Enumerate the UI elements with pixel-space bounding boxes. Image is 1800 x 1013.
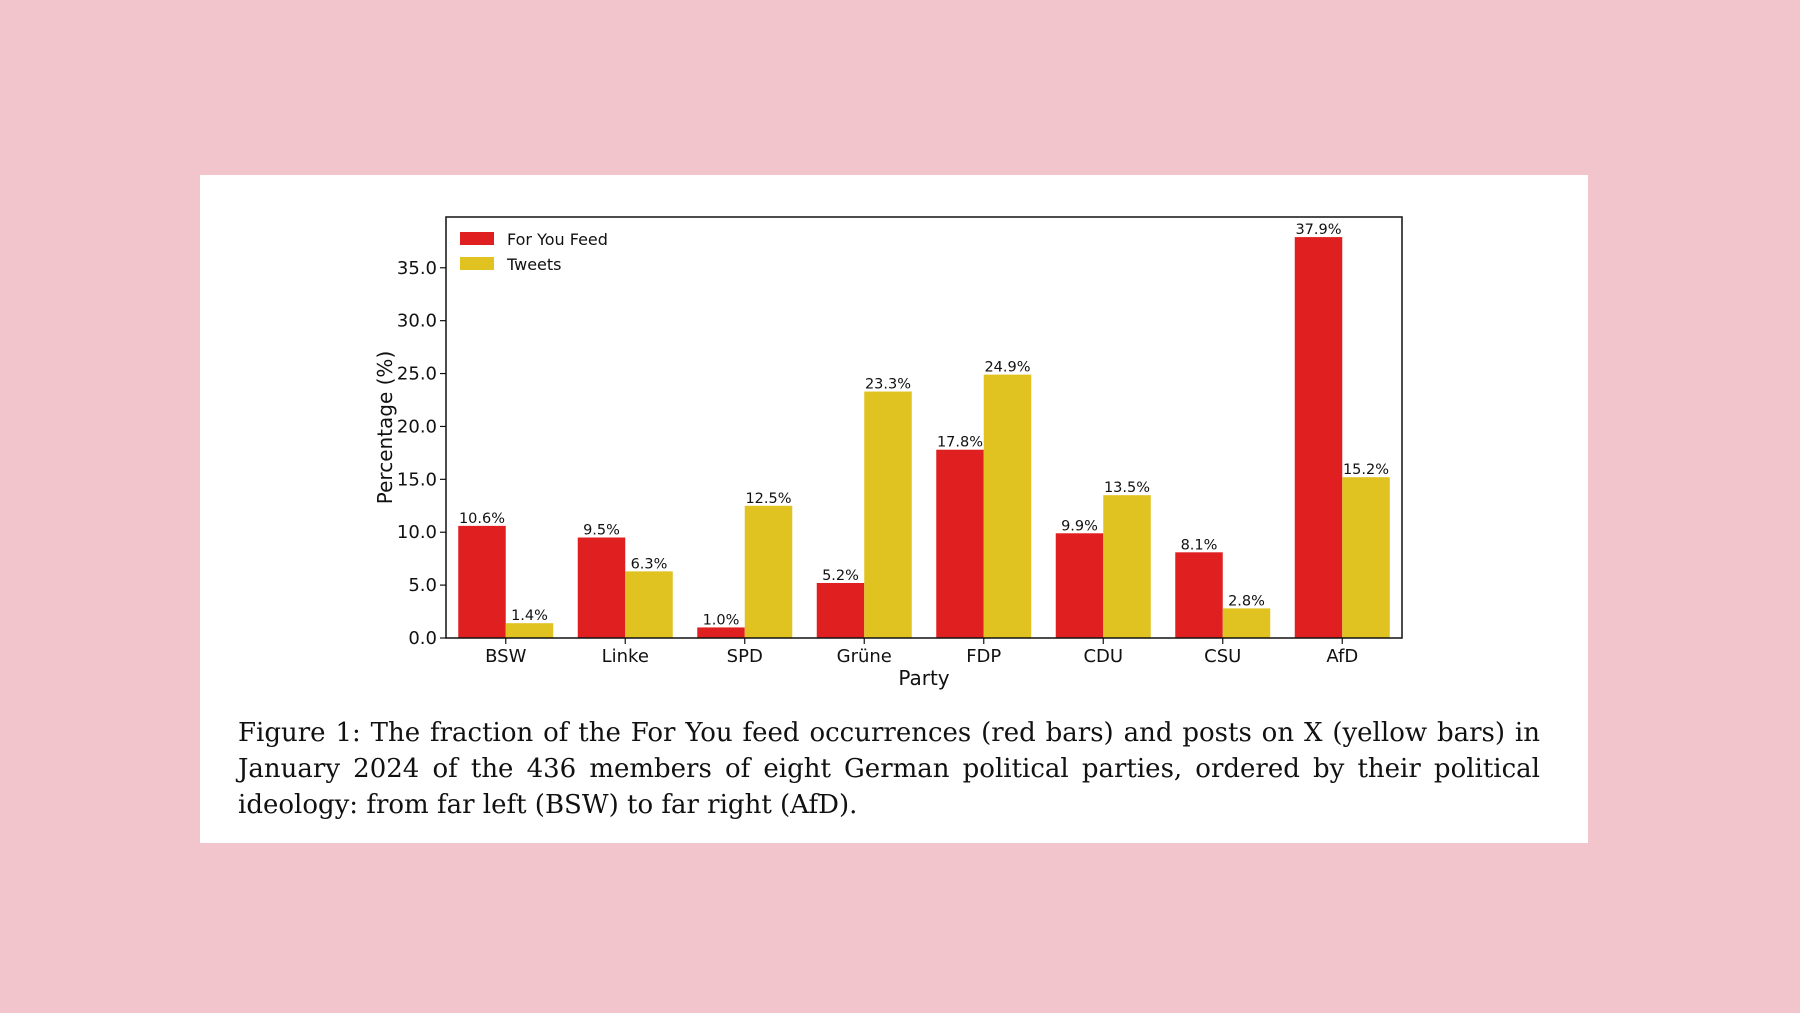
bar-value-label: 13.5% <box>1104 480 1150 496</box>
bar-value-label: 6.3% <box>631 556 668 572</box>
bar-tweets <box>625 571 673 638</box>
figure-card: 0.0 5.0 10.0 15.0 20.0 25.0 30.0 35.0 10.6% 1.4% B… <box>200 175 1588 843</box>
y-tick-label: 15.0 <box>397 469 437 490</box>
y-axis-title: Percentage (%) <box>373 351 397 504</box>
y-tick-label: 30.0 <box>397 311 437 332</box>
y-tick-label: 10.0 <box>397 522 437 543</box>
bar-for-you-feed <box>1175 552 1223 638</box>
bar-for-you-feed <box>697 627 745 638</box>
legend-swatch <box>460 232 494 245</box>
bar-chart: 0.0 5.0 10.0 15.0 20.0 25.0 30.0 35.0 10.6% 1.4% B… <box>373 216 1403 690</box>
y-tick-label: 20.0 <box>397 416 437 437</box>
bar-tweets <box>1103 495 1151 638</box>
bar-value-label: 12.5% <box>745 491 791 507</box>
x-tick-label: Grüne <box>837 646 892 667</box>
bar-value-label: 2.8% <box>1228 593 1265 609</box>
y-tick-label: 35.0 <box>397 258 437 279</box>
bar-value-label: 15.2% <box>1343 462 1389 478</box>
y-tick-label: 25.0 <box>397 364 437 385</box>
bar-for-you-feed <box>816 582 865 638</box>
y-tick-label: 0.0 <box>408 628 437 649</box>
bar-value-label: 24.9% <box>984 360 1030 376</box>
x-tick-label: BSW <box>485 646 526 667</box>
x-tick-label: Linke <box>602 646 649 667</box>
bar-value-label: 8.1% <box>1181 537 1218 553</box>
y-tick-label: 5.0 <box>408 575 437 596</box>
bar-for-you-feed <box>936 449 984 638</box>
x-tick-label: AfD <box>1326 646 1358 667</box>
bar-tweets <box>983 374 1032 638</box>
x-axis-title: Party <box>898 666 949 690</box>
bar-value-label: 1.4% <box>511 608 548 624</box>
x-tick-label: FDP <box>966 646 1001 667</box>
bar-value-label: 1.0% <box>703 612 740 628</box>
bar-tweets <box>505 623 554 638</box>
bar-tweets <box>864 391 912 638</box>
legend-swatch <box>460 257 494 270</box>
bar-tweets <box>1342 477 1390 638</box>
bar-value-label: 37.9% <box>1295 222 1341 238</box>
x-tick-label: SPD <box>727 646 763 667</box>
bar-value-label: 10.6% <box>459 511 505 527</box>
bar-value-label: 5.2% <box>822 568 859 584</box>
bar-value-label: 9.5% <box>583 523 620 539</box>
bar-tweets <box>744 505 793 638</box>
legend-label: For You Feed <box>507 230 608 249</box>
x-tick-label: CSU <box>1204 646 1241 667</box>
bar-value-label: 17.8% <box>937 435 983 451</box>
bar-for-you-feed <box>1055 533 1104 638</box>
plot-frame <box>445 216 1403 639</box>
bar-value-label: 23.3% <box>865 377 911 393</box>
bar-for-you-feed <box>1294 237 1343 638</box>
bar-value-label: 9.9% <box>1061 518 1098 534</box>
x-tick-label: CDU <box>1083 646 1123 667</box>
bar-for-you-feed <box>458 525 506 638</box>
bar-for-you-feed <box>577 537 626 638</box>
figure-caption: Figure 1: The fraction of the For You fe… <box>238 718 1540 820</box>
bar-tweets <box>1222 608 1271 638</box>
legend-label: Tweets <box>506 255 562 274</box>
